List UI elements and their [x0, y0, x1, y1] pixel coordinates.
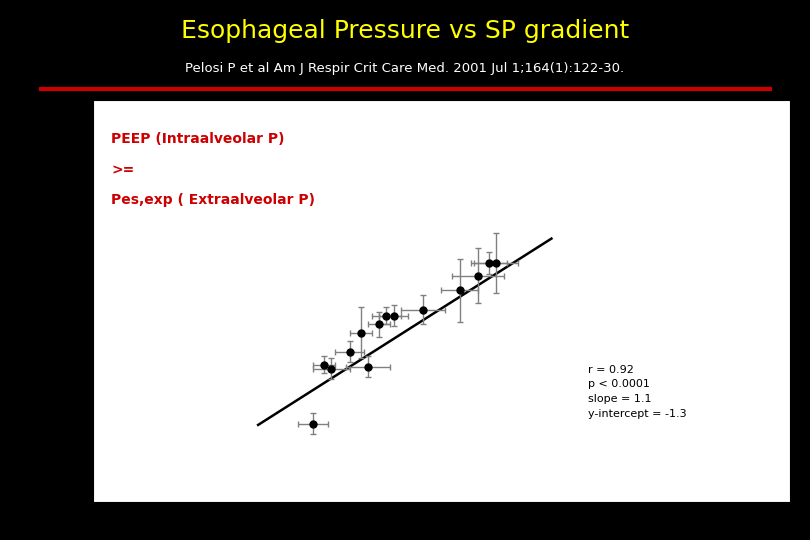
Text: r = 0.92
p < 0.0001
slope = 1.1
y-intercept = -1.3: r = 0.92 p < 0.0001 slope = 1.1 y-interc…	[588, 364, 687, 419]
Text: >=: >=	[112, 164, 134, 178]
Text: Pelosi P et al Am J Respir Crit Care Med. 2001 Jul 1;164(1):122-30.: Pelosi P et al Am J Respir Crit Care Med…	[185, 62, 625, 75]
Text: Esophageal Pressure vs SP gradient: Esophageal Pressure vs SP gradient	[181, 19, 629, 43]
Text: PEEP (Intraalveolar P): PEEP (Intraalveolar P)	[112, 132, 285, 146]
X-axis label: Vertical gradient of superimposed pressure (cm H₂O): Vertical gradient of superimposed pressu…	[285, 528, 598, 540]
Y-axis label: Vertical gradient of pleural pressure (cm H₂O): Vertical gradient of pleural pressure (c…	[52, 166, 65, 436]
Text: Pes,exp ( Extraalveolar P): Pes,exp ( Extraalveolar P)	[112, 193, 315, 207]
